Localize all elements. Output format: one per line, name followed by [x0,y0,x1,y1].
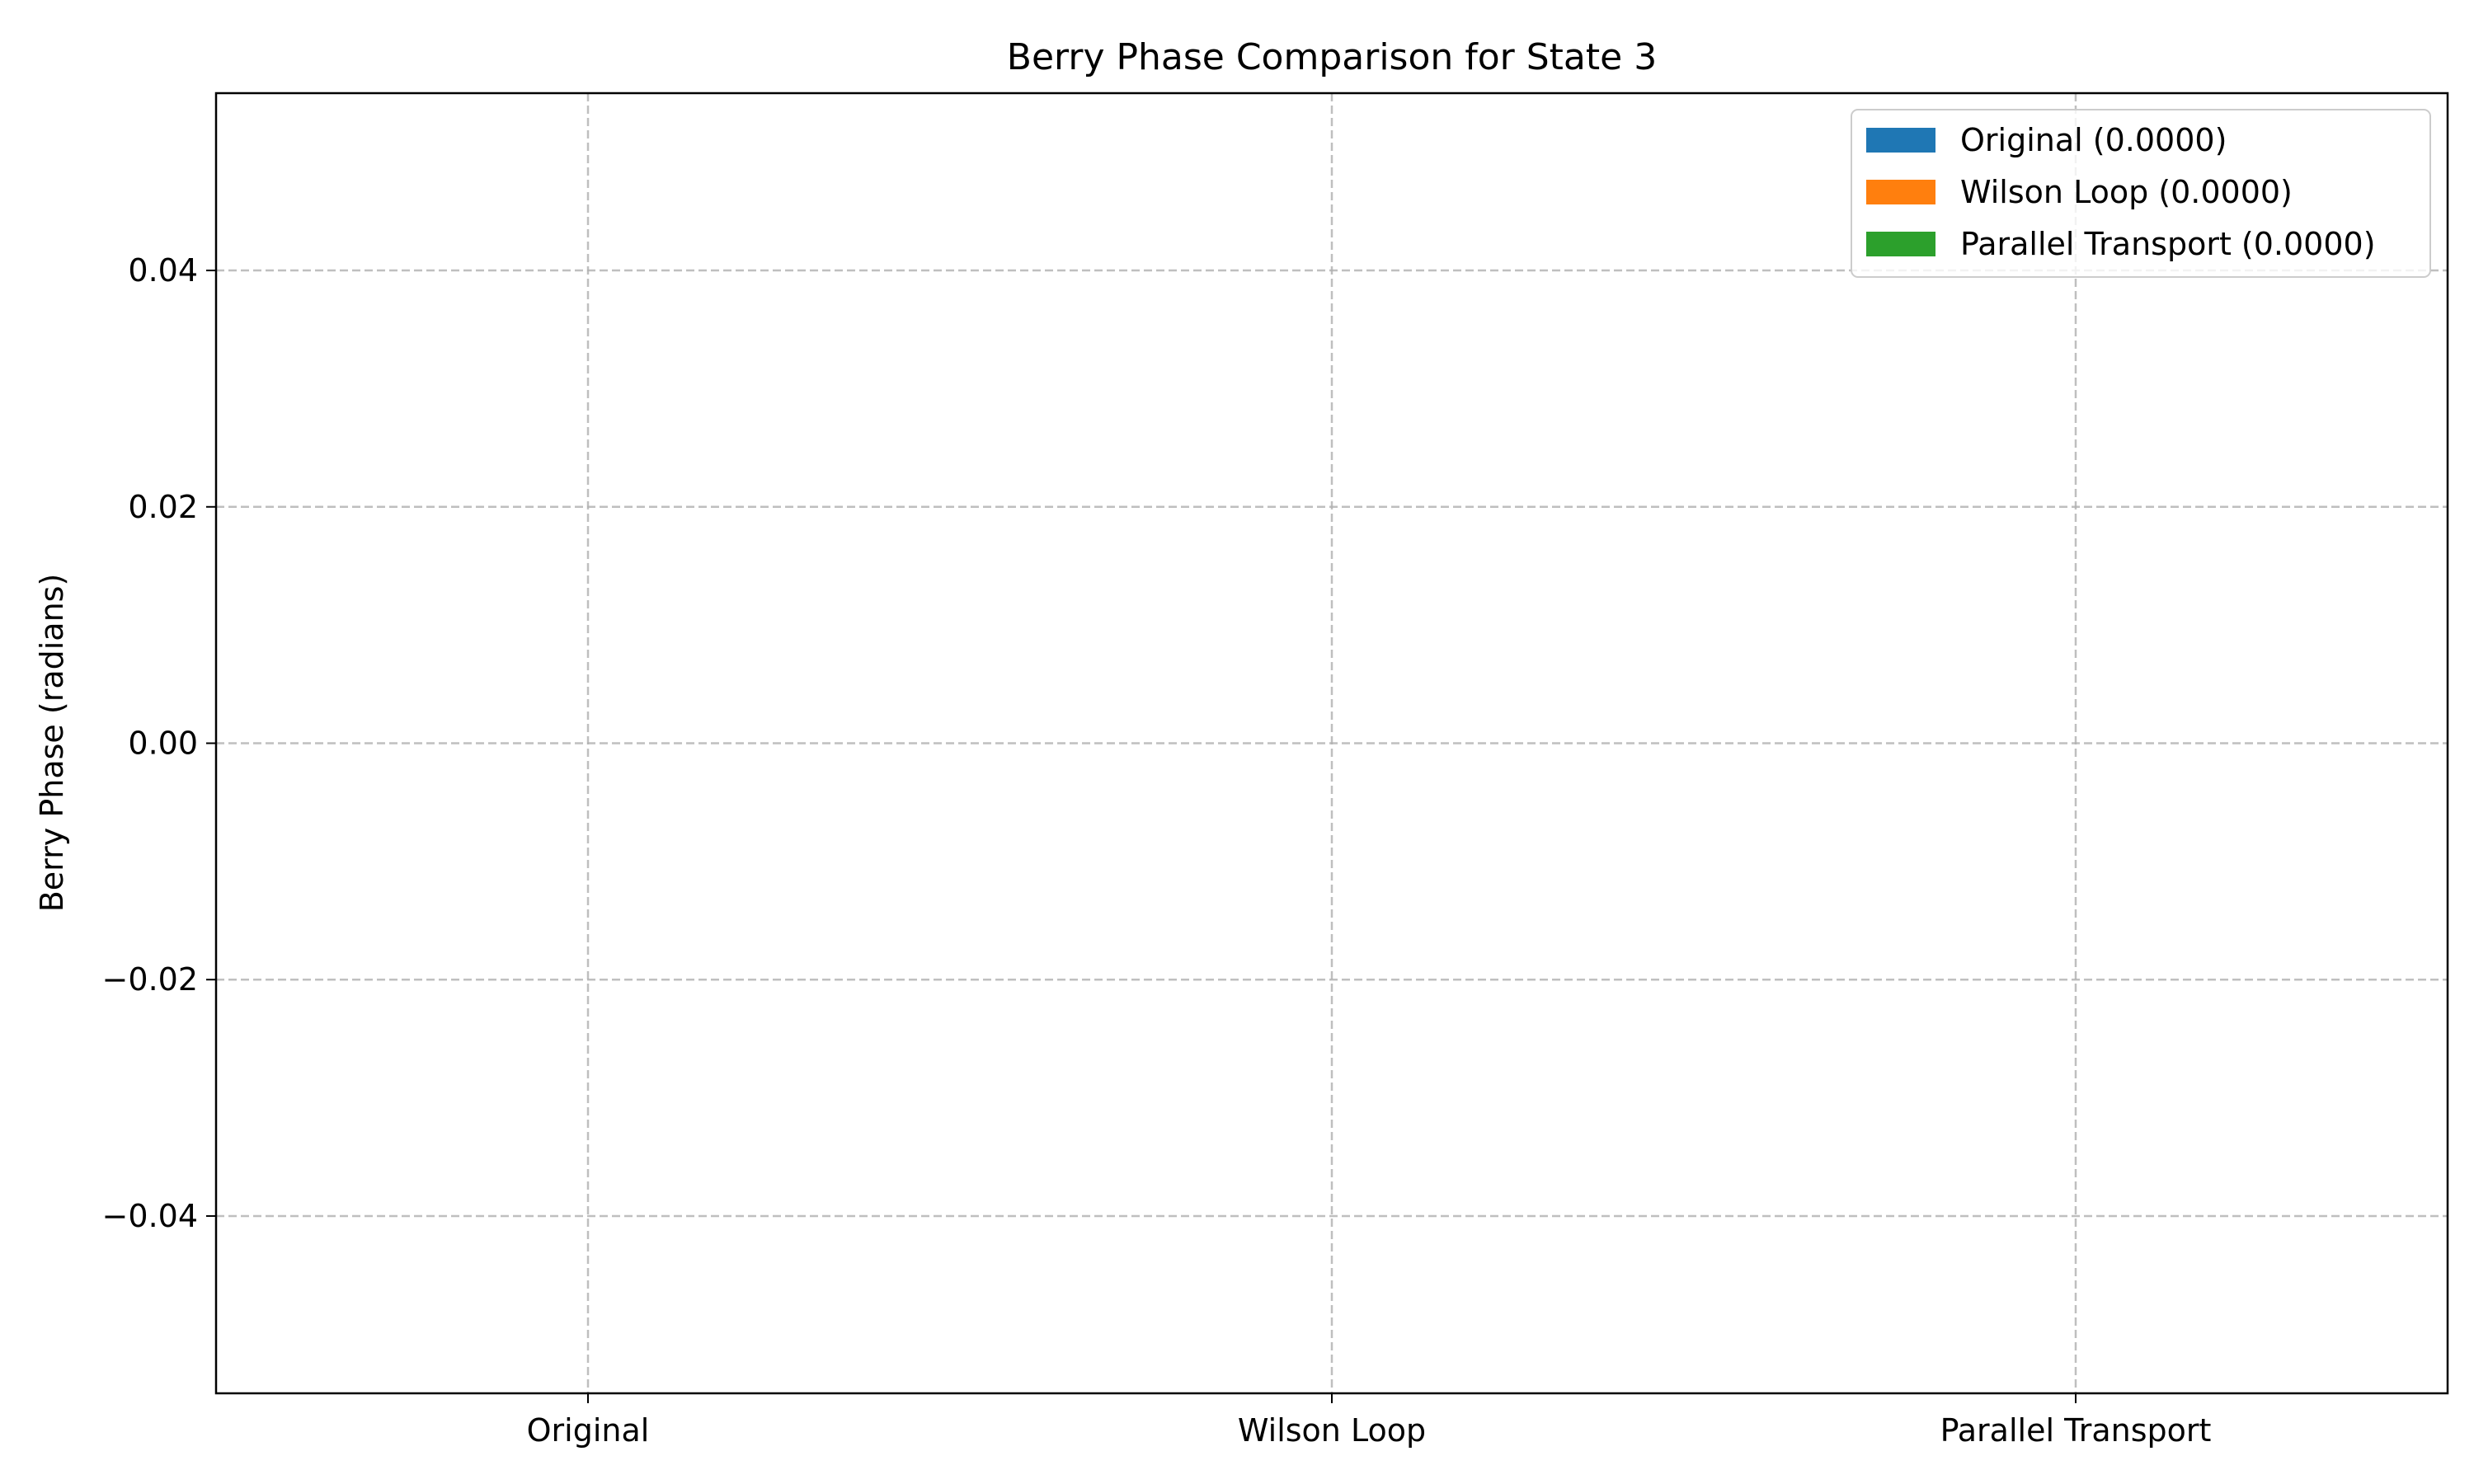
x-tick-label: Parallel Transport [1940,1412,2212,1449]
x-tick-label: Original [527,1412,650,1449]
legend-box [1851,109,2431,278]
y-tick-label: −0.04 [102,1198,198,1234]
y-axis: −0.04 −0.02 0.00 0.02 0.04 [102,252,216,1234]
legend-label: Original (0.0000) [1960,122,2227,158]
chart-title: Berry Phase Comparison for State 3 [1007,36,1657,78]
legend-swatch [1866,232,1935,256]
y-tick-label: −0.02 [102,961,198,998]
grid-layer [216,93,2448,1393]
legend: Original (0.0000) Wilson Loop (0.0000) Par… [1851,109,2431,278]
y-tick-label: 0.04 [128,252,198,289]
legend-label: Parallel Transport (0.0000) [1960,226,2376,262]
legend-label: Wilson Loop (0.0000) [1960,174,2293,210]
y-axis-label: Berry Phase (radians) [34,574,70,913]
x-axis: Original Wilson Loop Parallel Transport [527,1393,2212,1449]
y-tick-label: 0.02 [128,489,198,525]
y-tick-label: 0.00 [128,726,198,762]
legend-swatch [1866,128,1935,153]
legend-swatch [1866,180,1935,204]
x-tick-label: Wilson Loop [1238,1412,1426,1449]
